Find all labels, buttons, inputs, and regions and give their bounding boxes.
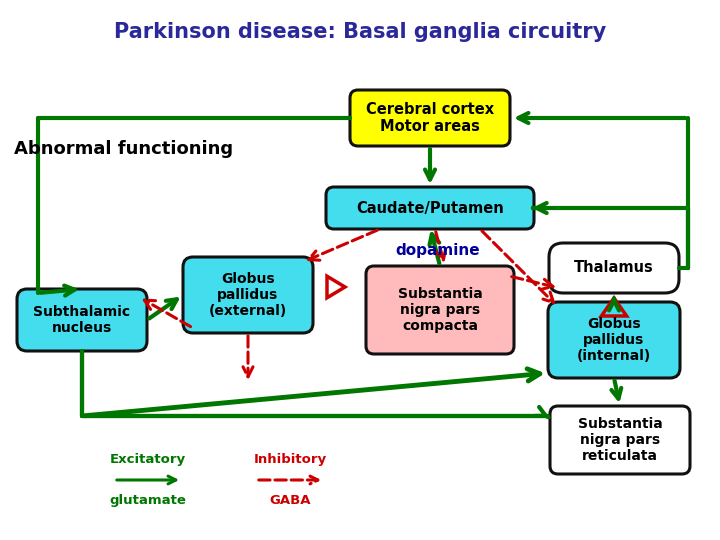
- FancyBboxPatch shape: [549, 243, 679, 293]
- Text: Subthalamic
nucleus: Subthalamic nucleus: [33, 305, 130, 335]
- Text: GABA: GABA: [269, 494, 311, 507]
- Text: dopamine: dopamine: [396, 243, 480, 258]
- Text: Globus
pallidus
(internal): Globus pallidus (internal): [577, 317, 651, 363]
- Text: Abnormal functioning: Abnormal functioning: [14, 140, 233, 158]
- FancyBboxPatch shape: [550, 406, 690, 474]
- FancyBboxPatch shape: [326, 187, 534, 229]
- Text: Substantia
nigra pars
reticulata: Substantia nigra pars reticulata: [577, 417, 662, 463]
- Text: Caudate/Putamen: Caudate/Putamen: [356, 200, 504, 215]
- FancyBboxPatch shape: [350, 90, 510, 146]
- FancyBboxPatch shape: [366, 266, 514, 354]
- Text: glutamate: glutamate: [109, 494, 186, 507]
- Text: Substantia
nigra pars
compacta: Substantia nigra pars compacta: [397, 287, 482, 333]
- Text: Thalamus: Thalamus: [574, 260, 654, 275]
- Text: Cerebral cortex
Motor areas: Cerebral cortex Motor areas: [366, 102, 494, 134]
- FancyBboxPatch shape: [548, 302, 680, 378]
- FancyBboxPatch shape: [17, 289, 147, 351]
- Text: Inhibitory: Inhibitory: [253, 453, 327, 466]
- FancyBboxPatch shape: [183, 257, 313, 333]
- Text: Globus
pallidus
(external): Globus pallidus (external): [209, 272, 287, 318]
- Text: Parkinson disease: Basal ganglia circuitry: Parkinson disease: Basal ganglia circuit…: [114, 22, 606, 42]
- Text: Excitatory: Excitatory: [110, 453, 186, 466]
